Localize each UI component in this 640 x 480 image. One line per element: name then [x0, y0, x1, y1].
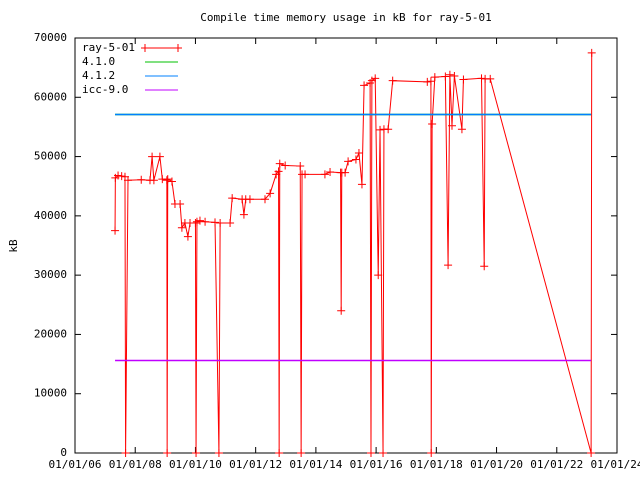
x-tick-label: 01/01/08: [109, 458, 162, 471]
point-marker: [423, 77, 432, 86]
point-marker: [296, 162, 305, 171]
point-marker: [357, 180, 366, 189]
point-marker: [459, 75, 468, 84]
point-marker: [477, 74, 486, 83]
point-marker: [201, 217, 210, 226]
point-marker: [149, 176, 158, 185]
point-marker: [587, 48, 596, 57]
point-marker: [275, 159, 284, 168]
point-marker: [226, 218, 235, 227]
point-marker: [177, 223, 186, 232]
point-marker: [486, 74, 495, 83]
point-marker: [163, 449, 172, 457]
point-marker: [480, 262, 489, 271]
point-marker: [228, 194, 237, 203]
point-marker: [374, 271, 383, 280]
point-marker: [301, 170, 310, 179]
x-tick-label: 01/01/06: [49, 458, 102, 471]
y-tick-label: 50000: [34, 150, 67, 163]
x-tick-label: 01/01/10: [169, 458, 222, 471]
point-marker: [360, 81, 369, 90]
point-marker: [457, 125, 466, 134]
point-marker: [447, 121, 456, 130]
point-marker: [114, 171, 123, 180]
point-marker: [297, 449, 306, 457]
x-tick-label: 01/01/16: [350, 458, 403, 471]
point-marker: [117, 172, 126, 181]
point-marker: [281, 161, 290, 170]
point-marker: [337, 306, 346, 315]
y-tick-label: 60000: [34, 90, 67, 103]
point-marker: [426, 77, 435, 86]
y-tick-label: 30000: [34, 268, 67, 281]
point-marker: [351, 155, 360, 164]
point-marker: [371, 74, 380, 83]
legend-label: 4.1.2: [82, 69, 115, 82]
point-marker: [326, 167, 335, 176]
point-marker: [111, 226, 120, 235]
point-marker: [428, 119, 437, 128]
point-marker: [261, 195, 270, 204]
point-marker: [192, 449, 201, 457]
point-marker: [266, 189, 275, 198]
point-marker: [216, 218, 225, 227]
point-marker: [183, 232, 192, 241]
point-marker: [445, 70, 454, 79]
point-marker: [214, 449, 223, 457]
point-marker: [274, 167, 283, 176]
point-marker: [376, 125, 385, 134]
point-marker: [121, 449, 130, 457]
chart-title: Compile time memory usage in kB for ray-…: [200, 11, 491, 24]
point-marker: [366, 449, 375, 457]
point-marker: [245, 195, 254, 204]
point-marker: [444, 261, 453, 270]
point-marker: [195, 216, 204, 225]
point-marker: [427, 449, 436, 457]
x-tick-label: 01/01/12: [229, 458, 282, 471]
legend-marker: [174, 44, 182, 52]
plot-border: [74, 37, 618, 454]
point-marker: [148, 152, 157, 161]
x-tick-label: 01/01/24: [591, 458, 640, 471]
legend-label: ray-5-01: [82, 41, 135, 54]
point-marker: [450, 71, 459, 80]
point-marker: [191, 218, 200, 227]
y-axis-label: kB: [7, 239, 20, 253]
point-marker: [379, 449, 388, 457]
y-tick-label: 40000: [34, 209, 67, 222]
legend-label: 4.1.0: [82, 55, 115, 68]
legend-label: icc-9.0: [82, 83, 128, 96]
legend-marker: [141, 44, 149, 52]
point-marker: [211, 218, 220, 227]
y-tick-label: 0: [60, 446, 67, 459]
point-marker: [320, 170, 329, 179]
point-marker: [384, 125, 393, 134]
y-tick-label: 10000: [34, 387, 67, 400]
point-marker: [275, 449, 284, 457]
point-marker: [167, 177, 176, 186]
y-tick-label: 20000: [34, 327, 67, 340]
point-marker: [123, 176, 132, 185]
point-marker: [341, 168, 350, 177]
x-tick-label: 01/01/18: [410, 458, 463, 471]
point-marker: [162, 176, 171, 185]
x-tick-label: 01/01/14: [289, 458, 342, 471]
point-marker: [239, 210, 248, 219]
point-marker: [388, 76, 397, 85]
point-marker: [354, 149, 363, 158]
point-marker: [137, 175, 146, 184]
point-marker: [163, 175, 172, 184]
x-tick-label: 01/01/20: [470, 458, 523, 471]
point-marker: [441, 72, 450, 81]
point-marker: [587, 449, 596, 457]
y-tick-label: 70000: [34, 31, 67, 44]
point-marker: [176, 200, 185, 208]
point-marker: [430, 73, 439, 82]
point-marker: [155, 152, 164, 161]
x-tick-label: 01/01/22: [530, 458, 583, 471]
point-marker: [344, 157, 353, 166]
